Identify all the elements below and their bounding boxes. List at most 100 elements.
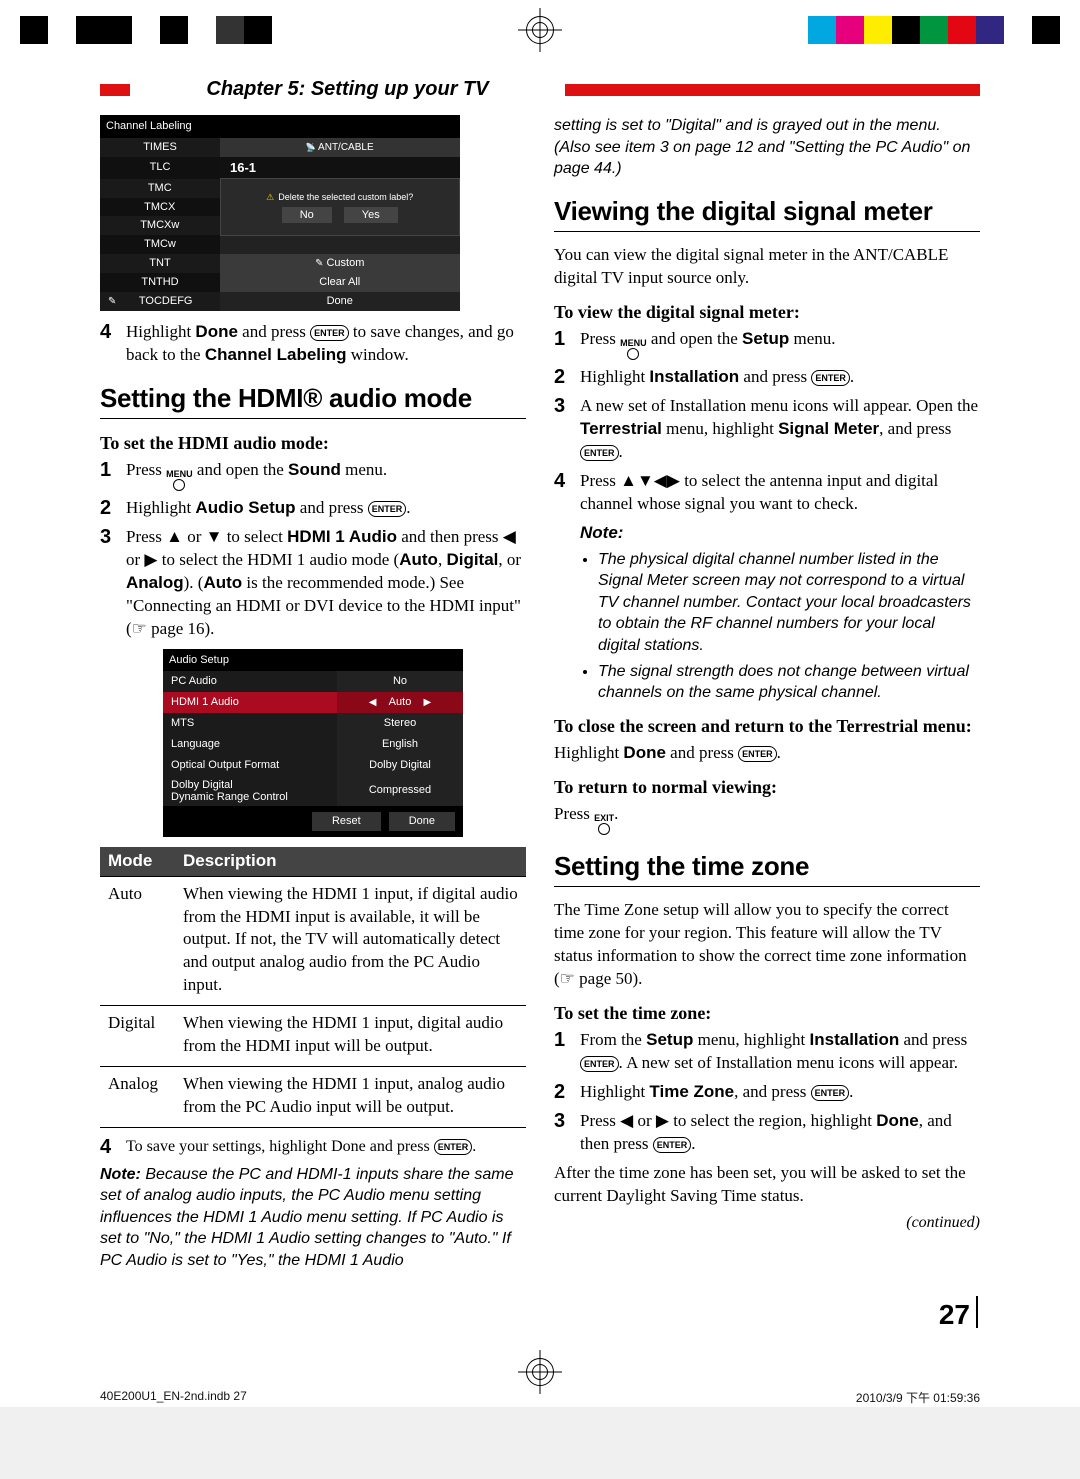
text-bold: Sound <box>288 460 341 479</box>
text: To save your settings, highlight Done an… <box>126 1138 434 1155</box>
scr2-done[interactable]: Done <box>389 812 455 831</box>
text: menu, highlight <box>662 419 778 438</box>
tz-intro: The Time Zone setup will allow you to sp… <box>554 899 980 991</box>
text: A new set of Installation menu icons wil… <box>580 396 978 415</box>
text-bold: Auto <box>399 550 438 569</box>
hdmi-steps: Press MENU and open the Sound menu. High… <box>100 459 526 641</box>
exit-label: EXIT <box>594 813 614 823</box>
return-body: Press EXIT. <box>554 803 980 835</box>
text: Highlight <box>580 1082 649 1101</box>
manual-page: Chapter 5: Setting up your TV Channel La… <box>0 0 1080 1407</box>
text-bold: Done <box>623 743 666 762</box>
mode-description-table: Mode Description AutoWhen viewing the HD… <box>100 847 526 1128</box>
step-4b: To save your settings, highlight Done an… <box>100 1136 526 1158</box>
tz-steps: From the Setup menu, highlight Installat… <box>554 1029 980 1156</box>
scr2-reset[interactable]: Reset <box>312 812 381 831</box>
text-bold: Installation <box>649 367 739 386</box>
text: Press ▲ or ▼ to select <box>126 527 287 546</box>
menu-label: MENU <box>166 469 193 479</box>
text: Press <box>126 460 166 479</box>
subhead-tz: To set the time zone: <box>554 1001 980 1025</box>
note-hdmi-continued: setting is set to "Digital" and is graye… <box>554 115 980 180</box>
text: Highlight <box>580 367 649 386</box>
scr1-title: Channel Labeling <box>100 115 460 138</box>
scr1-done[interactable]: Done <box>220 292 460 311</box>
scr1-clearall[interactable]: Clear All <box>220 273 460 292</box>
text: Press ◀ or ▶ to select the region, highl… <box>580 1111 876 1130</box>
text: and open the <box>193 460 288 479</box>
note-body: Because the PC and HDMI-1 inputs share t… <box>100 1166 514 1269</box>
heading-signal-meter: Viewing the digital signal meter <box>554 194 980 229</box>
tz-after: After the time zone has been set, you wi… <box>554 1162 980 1208</box>
text: , and press <box>734 1082 810 1101</box>
text-bold: Terrestrial <box>580 419 662 438</box>
heading-rule <box>554 231 980 232</box>
scr1-row: TMCw <box>100 235 220 254</box>
text: Highlight <box>554 743 623 762</box>
text: . <box>614 804 618 823</box>
scr1-dlg-yes[interactable]: Yes <box>344 207 398 224</box>
page-number: 27 <box>0 1296 1080 1337</box>
colorbar-right <box>808 16 1060 44</box>
text: . <box>849 1082 853 1101</box>
enter-icon: ENTER <box>653 1137 692 1153</box>
text: window. <box>347 345 409 364</box>
step-4a: Highlight Done and press ENTER to save c… <box>100 321 526 367</box>
th-desc: Description <box>175 847 526 876</box>
enter-icon: ENTER <box>811 1085 850 1101</box>
scr1-channel: 16-1 <box>220 157 460 179</box>
text: and press <box>238 322 310 341</box>
printer-crop-bar-top <box>0 0 1080 60</box>
scr1-row: TMCXw <box>100 216 220 235</box>
text-bold: Analog <box>126 573 184 592</box>
scr1-row: TNTHD <box>100 273 220 292</box>
heading-rule <box>554 886 980 887</box>
note-head: Note: <box>100 1166 141 1183</box>
note-item: The signal strength does not change betw… <box>598 661 980 704</box>
text-bold: Setup <box>742 329 789 348</box>
scr1-row: TNT <box>100 254 220 273</box>
body-content: Channel Labeling TIMES 📡 ANT/CABLE TLC 1… <box>0 115 1080 1296</box>
menu-label: MENU <box>620 338 647 348</box>
close-body: Highlight Done and press ENTER. <box>554 742 980 765</box>
text: , and press <box>879 419 951 438</box>
text: . <box>406 498 410 517</box>
note-head: Note: <box>580 522 980 545</box>
printer-crop-bar-bottom: 40E200U1_EN-2nd.indb 27 2010/3/9 下午 01:5… <box>0 1337 1080 1407</box>
text: Press <box>580 329 620 348</box>
text: and press <box>899 1030 967 1049</box>
exit-icon: EXIT <box>594 814 614 835</box>
chapter-header: Chapter 5: Setting up your TV <box>100 78 980 101</box>
scr1-row: TLC <box>100 157 220 179</box>
note-list: The physical digital channel number list… <box>580 549 980 704</box>
subhead-signal: To view the digital signal meter: <box>554 300 980 324</box>
menu-icon: MENU <box>166 470 193 491</box>
channel-labeling-screenshot: Channel Labeling TIMES 📡 ANT/CABLE TLC 1… <box>100 115 460 311</box>
registration-mark-bottom <box>518 1350 562 1394</box>
continued-indicator: (continued) <box>554 1212 980 1234</box>
subhead-hdmi: To set the HDMI audio mode: <box>100 431 526 455</box>
text: Press ▲▼◀▶ to select the antenna input a… <box>580 471 938 513</box>
text: . A new set of Installation menu icons w… <box>619 1053 958 1072</box>
text-bold: Done <box>195 322 238 341</box>
scr2-title: Audio Setup <box>163 649 463 672</box>
subhead-close: To close the screen and return to the Te… <box>554 714 980 738</box>
text: and press <box>296 498 368 517</box>
note-item: The physical digital channel number list… <box>598 549 980 657</box>
text: . <box>777 743 781 762</box>
text: . <box>850 367 854 386</box>
enter-icon: ENTER <box>310 325 349 341</box>
colorbar-left <box>20 16 272 44</box>
registration-mark-top <box>518 8 562 52</box>
footer-timestamp: 2010/3/9 下午 01:59:36 <box>856 1389 980 1406</box>
scr1-custom[interactable]: Custom <box>326 257 364 269</box>
text: menu. <box>789 329 835 348</box>
heading-time-zone: Setting the time zone <box>554 849 980 884</box>
note-hdmi: Note: Because the PC and HDMI-1 inputs s… <box>100 1164 526 1272</box>
scr1-dlg-no[interactable]: No <box>282 207 332 224</box>
enter-icon: ENTER <box>580 445 619 461</box>
text-bold: Time Zone <box>649 1082 734 1101</box>
chapter-red-right <box>565 84 980 96</box>
text: ). ( <box>184 573 204 592</box>
text: . <box>691 1134 695 1153</box>
